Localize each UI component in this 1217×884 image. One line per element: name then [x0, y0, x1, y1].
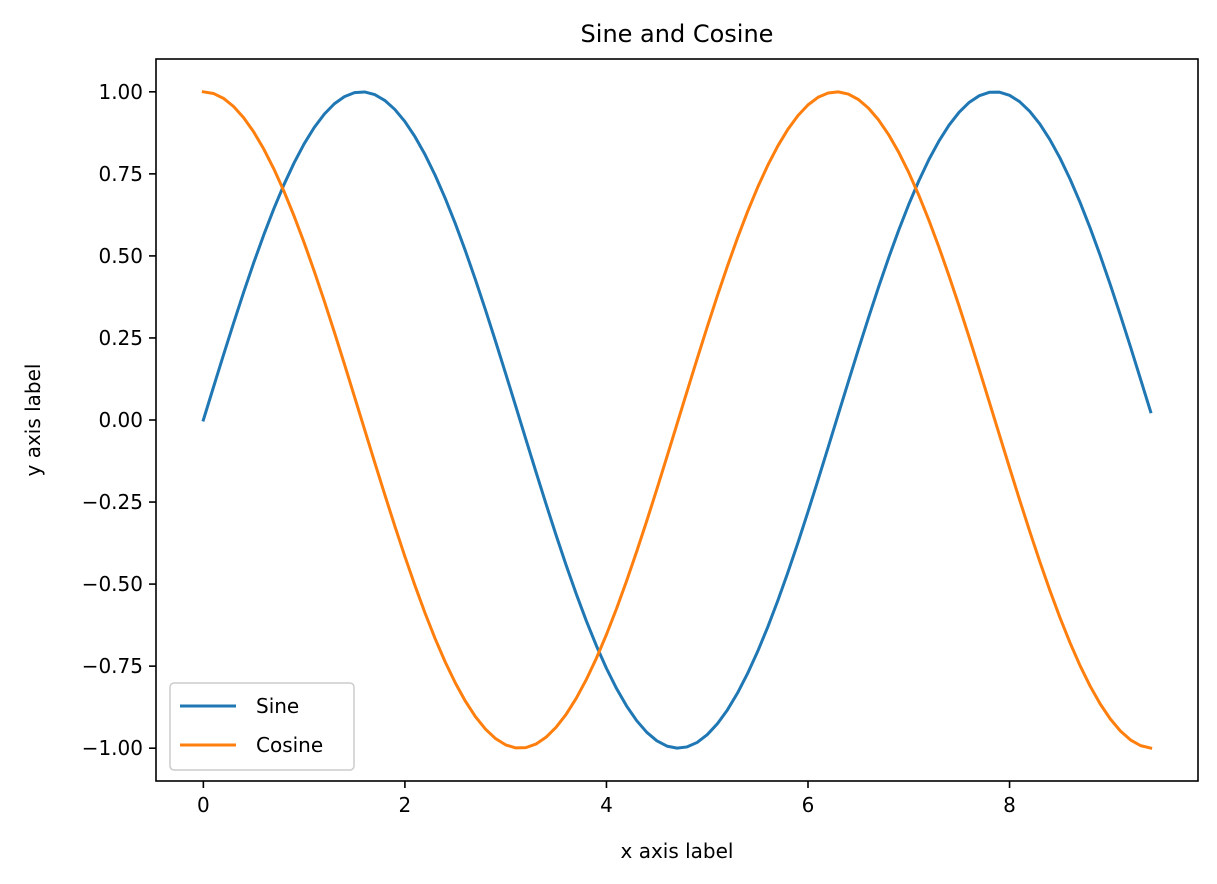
x-tick-label: 0	[197, 793, 210, 817]
x-tick-label: 8	[1003, 793, 1016, 817]
x-axis: 0 2 4 6 8	[197, 781, 1016, 817]
y-tick-label: 0.25	[98, 326, 143, 350]
series-line-sine	[201, 90, 1153, 750]
y-tick-label: −0.50	[82, 572, 143, 596]
y-tick-label: 0.50	[98, 244, 143, 268]
x-tick-label: 4	[600, 793, 613, 817]
y-tick-label: 0.75	[98, 162, 143, 186]
chart-title: Sine and Cosine	[581, 20, 774, 48]
x-tick-label: 2	[399, 793, 412, 817]
legend-label-sine: Sine	[256, 694, 299, 718]
y-axis-label: y axis label	[21, 364, 45, 477]
y-tick-label: −0.25	[82, 490, 143, 514]
series-layer	[201, 90, 1153, 750]
legend-label-cosine: Cosine	[256, 733, 323, 757]
y-tick-label: −0.75	[82, 654, 143, 678]
x-axis-label: x axis label	[621, 839, 734, 863]
series-line-cosine	[201, 90, 1153, 750]
y-tick-label: 0.00	[98, 408, 143, 432]
legend: Sine Cosine	[169, 682, 355, 771]
y-tick-label: −1.00	[82, 736, 143, 760]
y-axis: 1.00 0.75 0.50 0.25 0.00 −0.25 −0.50 −0.75 −1.00	[82, 80, 156, 760]
x-tick-label: 6	[802, 793, 815, 817]
y-tick-label: 1.00	[98, 80, 143, 104]
